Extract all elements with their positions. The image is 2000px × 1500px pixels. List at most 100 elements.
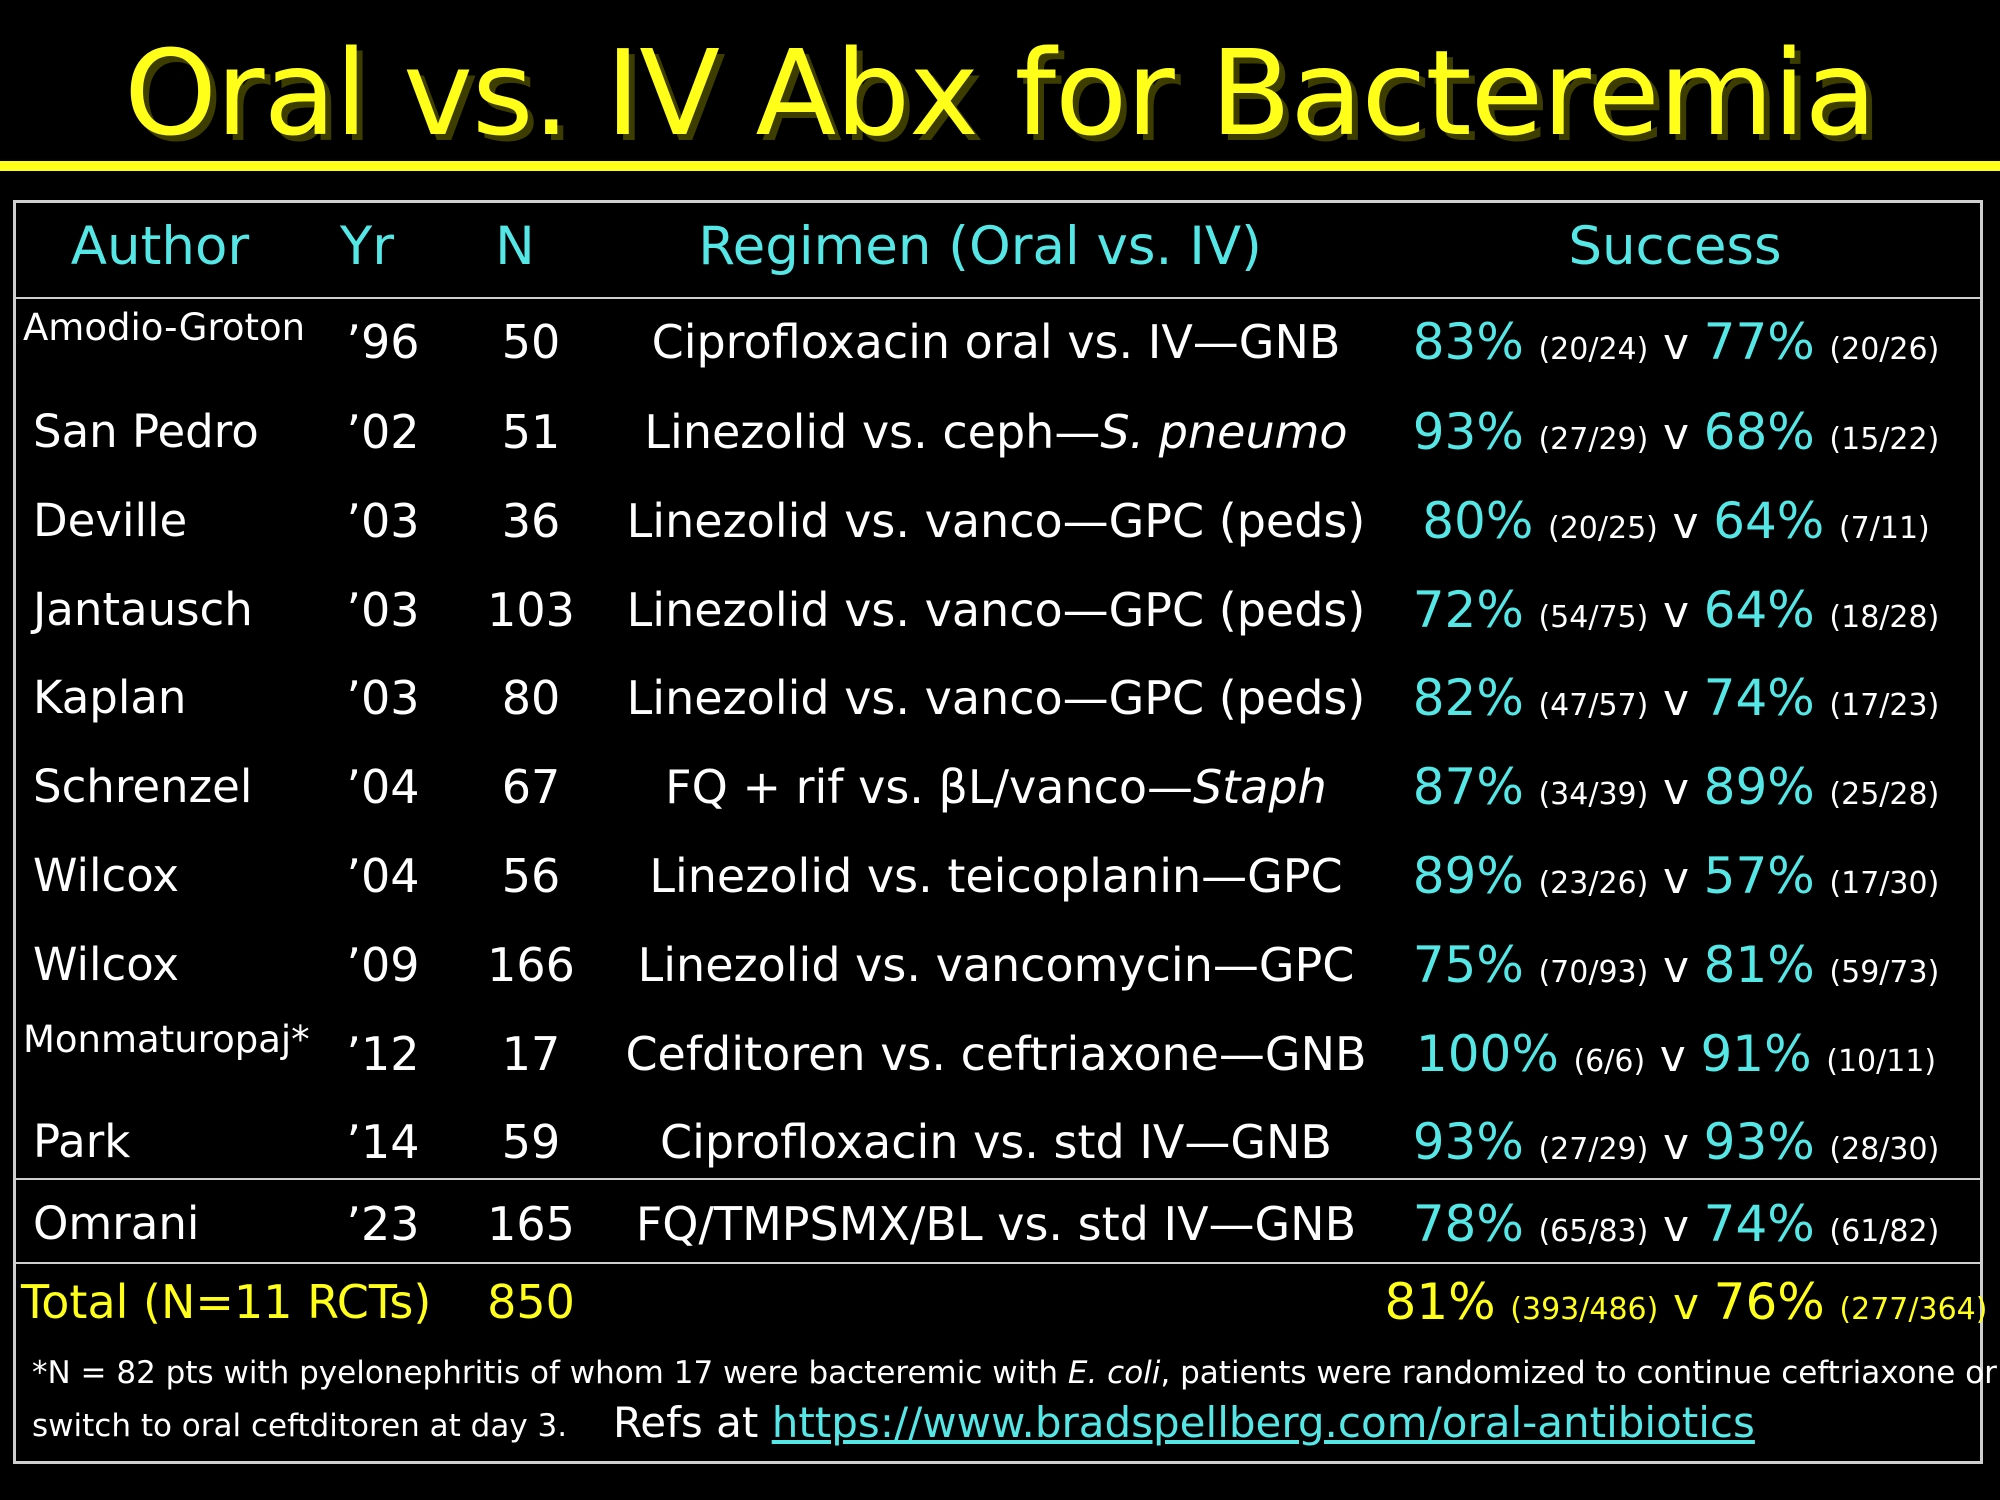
footnote-line1-pre: *N = 82 pts with pyelonephritis of whom … [32, 1355, 1068, 1391]
fraction-oral: (54/75) [1538, 600, 1649, 635]
cell-regimen: Ciprofloxacin oral vs. IV—GNB [611, 298, 1381, 386]
fraction-iv: (7/11) [1838, 511, 1930, 546]
success-oral: 75% [1412, 936, 1524, 994]
cell-n: 80 [501, 671, 561, 725]
cell-author: Wilcox [33, 938, 180, 991]
regimen-text: Ciprofloxacin oral vs. IV—GNB [651, 315, 1341, 369]
success-iv: 74% [1703, 1195, 1815, 1253]
fraction-oral: (20/25) [1548, 511, 1658, 546]
regimen-text: FQ + rif vs. βL/vanco— [665, 760, 1194, 814]
footnote-organism: E. coli [1067, 1355, 1161, 1391]
cell-n: 50 [501, 315, 561, 369]
success-oral: 93% [1412, 403, 1524, 461]
cell-n: 56 [501, 849, 561, 903]
regimen-text: Linezolid vs. teicoplanin—GPC [649, 849, 1343, 903]
cell-regimen: FQ/TMPSMX/ΒL vs. std IV—GNB [611, 1180, 1381, 1268]
total-row: Total (N=11 RCTs) 850 81% (393/486) v 76… [16, 1258, 1987, 1346]
table-row: Schrenzel ’04 67 FQ + rif vs. βL/vanco—Stap… [16, 743, 1980, 831]
success-oral: 89% [1412, 847, 1524, 905]
cell-n: 166 [487, 938, 575, 992]
cell-regimen: Linezolid vs. ceph—S. pneumo [611, 388, 1381, 476]
cell-author: Amodio-Groton [23, 306, 306, 349]
table-row: Amodio-Groton ’96 50 Ciprofloxacin oral vs.… [16, 298, 1980, 386]
regimen-organism: Staph [1193, 760, 1327, 814]
total-fraction-iv: (277/364) [1839, 1292, 1988, 1327]
total-fraction-oral: (393/486) [1510, 1292, 1659, 1327]
table-row: Park ’14 59 Ciprofloxacin vs. std IV—GNB 93%… [16, 1098, 1980, 1186]
cell-year: ’09 [346, 938, 420, 992]
fraction-iv: (17/30) [1829, 866, 1940, 901]
footnote-line2: switch to oral ceftditoren at day 3. [32, 1408, 568, 1444]
cell-year: ’96 [346, 315, 420, 369]
cell-success: 75% (70/93) v 81% (59/73) [1346, 921, 2000, 1017]
cell-year: ’04 [346, 760, 420, 814]
total-divider [16, 1262, 1980, 1264]
cell-author: Omrani [33, 1197, 200, 1250]
success-iv: 89% [1703, 758, 1815, 816]
versus: v [1662, 319, 1690, 370]
cell-n: 59 [501, 1115, 561, 1169]
header-regimen: Regimen (Oral vs. IV) [698, 216, 1262, 277]
cell-author: San Pedro [33, 405, 259, 458]
cell-year: ’03 [346, 583, 420, 637]
total-success: 81% (393/486) v 76% (277/364) [1356, 1258, 2000, 1354]
fraction-oral: (27/29) [1538, 422, 1649, 457]
cell-regimen: Linezolid vs. vanco—GPC (peds) [611, 477, 1381, 565]
success-iv: 68% [1703, 403, 1815, 461]
fraction-oral: (34/39) [1538, 777, 1649, 812]
title-underline [0, 161, 2000, 171]
versus: v [1662, 942, 1690, 993]
table-row: Kaplan ’03 80 Linezolid vs. vanco—GPC (peds… [16, 654, 1980, 742]
table-row: Omrani ’23 165 FQ/TMPSMX/ΒL vs. std IV—GNB 7… [16, 1180, 1980, 1268]
cell-year: ’03 [346, 671, 420, 725]
omrani-divider [16, 1178, 1980, 1180]
success-oral: 82% [1412, 669, 1524, 727]
cell-regimen: Linezolid vs. vanco—GPC (peds) [611, 654, 1381, 742]
cell-regimen: Linezolid vs. vanco—GPC (peds) [611, 566, 1381, 654]
total-n: 850 [487, 1275, 575, 1329]
success-oral: 93% [1412, 1113, 1524, 1171]
total-success-iv: 76% [1713, 1273, 1825, 1331]
fraction-oral: (23/26) [1538, 866, 1649, 901]
success-oral: 87% [1412, 758, 1524, 816]
fraction-iv: (61/82) [1829, 1214, 1940, 1249]
cell-success: 80% (20/25) v 64% (7/11) [1346, 477, 2000, 573]
cell-author: Kaplan [33, 671, 187, 724]
cell-n: 103 [487, 583, 575, 637]
refs-link[interactable]: https://www.bradspellberg.com/oral-antib… [771, 1398, 1755, 1447]
cell-year: ’04 [346, 849, 420, 903]
footnote-line1-post: , patients were randomized to continue c… [1160, 1355, 1997, 1391]
fraction-iv: (59/73) [1829, 955, 1940, 990]
total-label: Total (N=11 RCTs) [21, 1275, 432, 1329]
regimen-text: FQ/TMPSMX/ΒL vs. std IV—GNB [635, 1197, 1357, 1251]
cell-year: ’14 [346, 1115, 420, 1169]
regimen-text: Linezolid vs. vanco—GPC (peds) [626, 671, 1366, 725]
cell-author: Wilcox [33, 849, 180, 902]
cell-author: Deville [33, 494, 188, 547]
cell-success: 87% (34/39) v 89% (25/28) [1346, 743, 2000, 839]
cell-year: ’03 [346, 494, 420, 548]
fraction-oral: (20/24) [1538, 332, 1649, 367]
cell-year: ’02 [346, 405, 420, 459]
regimen-text: Ciprofloxacin vs. std IV—GNB [659, 1115, 1332, 1169]
success-oral: 78% [1412, 1195, 1524, 1253]
cell-success: 83% (20/24) v 77% (20/26) [1346, 298, 2000, 394]
cell-year: ’23 [346, 1197, 420, 1251]
cell-year: ’12 [346, 1027, 420, 1081]
table-row: Wilcox ’09 166 Linezolid vs. vancomycin—GPC… [16, 921, 1980, 1009]
cell-n: 165 [487, 1197, 575, 1251]
regimen-text: Linezolid vs. vanco—GPC (peds) [626, 583, 1366, 637]
header-author: Author [70, 216, 250, 277]
fraction-iv: (25/28) [1829, 777, 1940, 812]
versus: v [1662, 587, 1690, 638]
success-oral: 80% [1422, 492, 1534, 550]
header-success: Success [1568, 216, 1782, 277]
cell-success: 82% (47/57) v 74% (17/23) [1346, 654, 2000, 750]
fraction-iv: (28/30) [1829, 1132, 1940, 1167]
fraction-iv: (17/23) [1829, 688, 1940, 723]
table-row: Deville ’03 36 Linezolid vs. vanco—GPC (ped… [16, 477, 1980, 565]
fraction-oral: (47/57) [1538, 688, 1649, 723]
cell-n: 51 [501, 405, 561, 459]
table-row: Wilcox ’04 56 Linezolid vs. teicoplanin—GPC… [16, 832, 1980, 920]
regimen-text: Cefditoren vs. ceftriaxone—GNB [625, 1027, 1367, 1081]
